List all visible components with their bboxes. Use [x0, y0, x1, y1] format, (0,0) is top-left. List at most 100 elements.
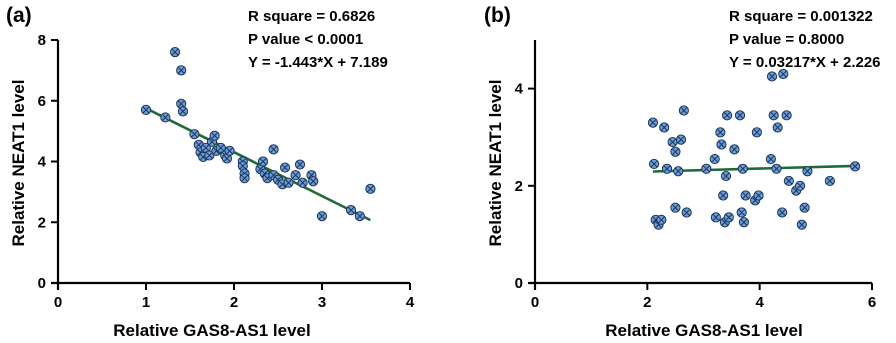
panel-b-ticks: 0 2 4 6 0 2 4: [515, 40, 876, 311]
panel-a-data-point: [365, 183, 376, 194]
point-cross-mark: [798, 221, 806, 229]
panel-a-r-square: R square = 0.6826: [248, 8, 375, 25]
point-cross-mark: [270, 171, 278, 179]
panel-b-x-axis-title: Relative GAS8-AS1 level: [605, 321, 802, 340]
panel-a-data-point: [297, 177, 308, 188]
panel-b-p-value: P value = 0.8000: [729, 31, 844, 48]
panel-a-data-point: [257, 156, 269, 167]
point-cross-mark: [318, 212, 326, 220]
panel-b-data-point: [656, 214, 667, 225]
point-cross-mark: [347, 206, 355, 214]
panel-a-y-tick-label: 4: [38, 154, 47, 171]
point-cross-mark: [241, 174, 249, 182]
point-cross-mark: [299, 179, 307, 187]
point-cross-mark: [660, 124, 668, 131]
point-cross-mark: [190, 130, 198, 138]
point-cross-mark: [851, 162, 859, 170]
point-cross-mark: [259, 158, 267, 165]
point-cross-mark: [755, 192, 762, 199]
panel-b-data-point: [673, 166, 684, 177]
point-cross-mark: [356, 212, 364, 220]
point-cross-mark: [753, 128, 761, 136]
panel-b-data-point: [715, 127, 726, 138]
panel-b-y-tick-label: 0: [515, 275, 523, 292]
point-cross-mark: [796, 182, 804, 190]
panel-b-data-point: [771, 163, 782, 174]
panel-b-data-point: [734, 110, 746, 121]
panel-a-data-point: [176, 65, 187, 76]
panel-b-data-point: [740, 190, 751, 201]
panel-a-y-axis-title: Relative NEAT1 level: [9, 80, 28, 247]
point-cross-mark: [826, 177, 834, 185]
point-cross-mark: [677, 136, 685, 144]
panel-b-data-point: [670, 146, 681, 157]
point-cross-mark: [211, 132, 219, 140]
point-cross-mark: [770, 111, 778, 119]
panel-b-data-point: [647, 117, 659, 128]
panel-a-data-point: [268, 144, 279, 155]
point-cross-mark: [671, 204, 679, 212]
panel-a-x-tick-label: 0: [54, 294, 62, 311]
point-cross-mark: [296, 161, 304, 168]
panel-a-data-point: [354, 211, 365, 222]
point-cross-mark: [742, 192, 750, 199]
panel-b-plot-area: [647, 68, 861, 230]
panel-b-r-square: R square = 0.001322: [729, 8, 873, 25]
panel-a-data-point: [169, 47, 181, 58]
point-cross-mark: [177, 100, 185, 108]
point-cross-mark: [712, 213, 720, 221]
panel-b-data-point: [738, 217, 750, 228]
panel-b-data-point: [737, 163, 748, 174]
point-cross-mark: [261, 170, 269, 178]
panel-b-data-point: [766, 71, 778, 82]
panel-b-data-point: [670, 202, 681, 213]
panel-b-data-point: [678, 105, 689, 116]
point-cross-mark: [669, 138, 677, 146]
panel-a-y-tick-label: 6: [38, 93, 46, 110]
point-cross-mark: [217, 144, 225, 152]
point-cross-mark: [663, 165, 671, 173]
point-cross-mark: [767, 155, 775, 163]
panel-b-y-tick-label: 4: [515, 81, 524, 98]
point-cross-mark: [177, 66, 185, 74]
point-cross-mark: [171, 48, 179, 56]
panel-b-data-point: [667, 136, 678, 148]
panel-a-x-tick-label: 2: [230, 294, 238, 311]
panel-a-data-point: [140, 104, 152, 115]
panel-a-data-point: [189, 129, 200, 140]
panel-a-data-point: [215, 142, 226, 153]
point-cross-mark: [773, 165, 780, 173]
panel-b-y-tick-label: 2: [515, 178, 523, 195]
panel-a-data-point: [237, 160, 248, 172]
panel-b-data-point: [781, 110, 792, 121]
point-cross-mark: [723, 111, 731, 119]
panel-a-data-point: [290, 170, 301, 181]
panel-a-data-point: [279, 162, 291, 173]
panel-a-data-point: [209, 130, 220, 141]
panel-a-data-point: [345, 205, 357, 216]
point-cross-mark: [736, 111, 744, 119]
panel-b-data-point: [765, 153, 777, 165]
panel-b-data-point: [802, 166, 813, 177]
panel-b-data-point: [718, 190, 729, 201]
panel-a-data-point: [239, 173, 250, 184]
point-cross-mark: [179, 107, 187, 115]
panel-a-data-point: [198, 151, 209, 163]
panel-a-data-point: [316, 211, 328, 222]
point-cross-mark: [281, 164, 289, 172]
panel-b-x-tick-label: 4: [755, 294, 764, 311]
point-cross-mark: [711, 155, 719, 163]
panel-a-x-axis-title: Relative GAS8-AS1 level: [113, 321, 310, 340]
point-cross-mark: [740, 218, 748, 226]
point-cross-mark: [161, 114, 169, 121]
panel-a-x-tick-label: 4: [406, 294, 415, 311]
point-cross-mark: [223, 155, 231, 162]
point-cross-mark: [309, 177, 317, 185]
point-cross-mark: [285, 179, 293, 187]
point-cross-mark: [142, 106, 150, 114]
point-cross-mark: [774, 124, 782, 131]
panel-b-data-point: [681, 207, 692, 218]
panel-b-data-point: [710, 212, 721, 223]
panel-b-data-point: [799, 202, 810, 213]
